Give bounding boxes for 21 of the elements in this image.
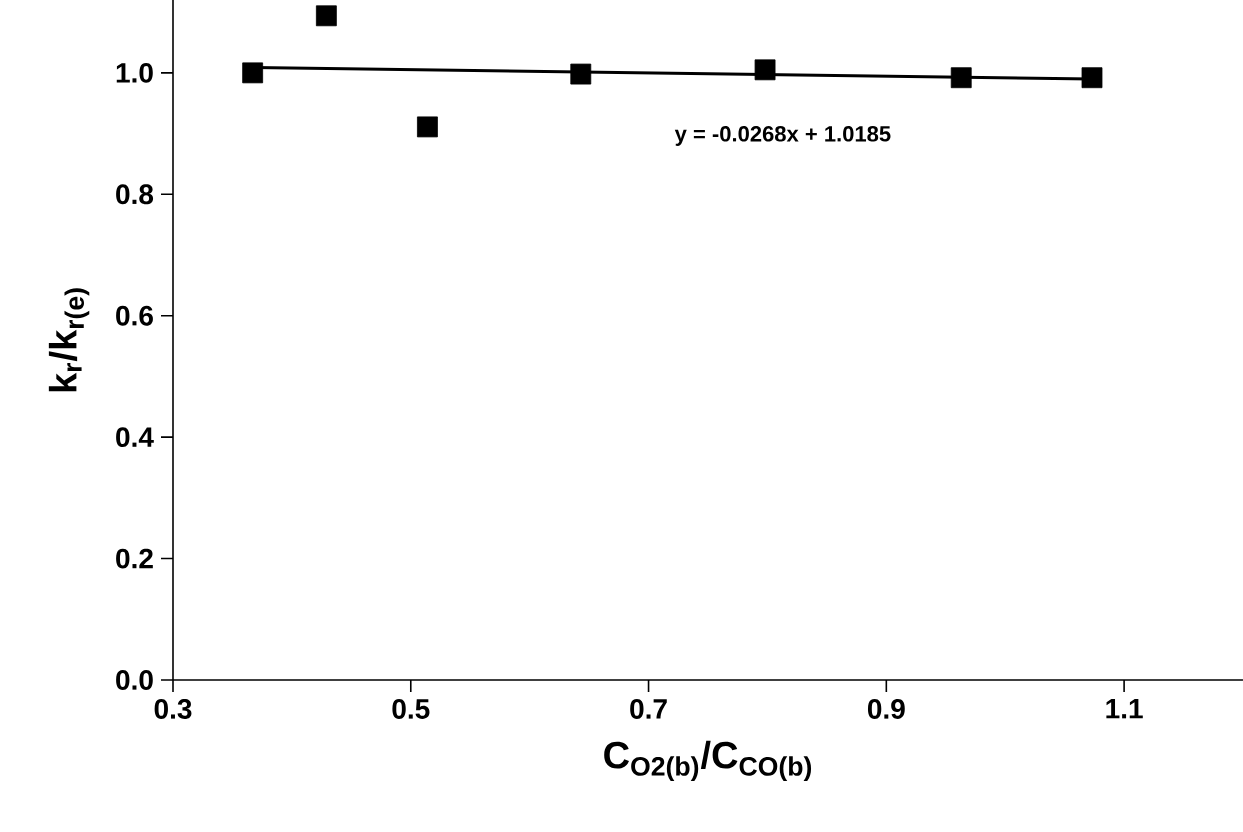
point — [315, 5, 337, 27]
y-tick-label: 0.6 — [116, 305, 153, 326]
y-tick-label: 1.0 — [116, 62, 153, 83]
point — [950, 67, 972, 89]
point — [1081, 67, 1103, 89]
x-tick-label: 0.5 — [392, 699, 430, 719]
point — [754, 59, 776, 81]
point — [417, 116, 438, 138]
y-tick-label: 0.8 — [116, 184, 154, 205]
x-tick-label: 0.9 — [867, 699, 905, 719]
x-axis-title: C$_{O2(b)}$/C$_{CO(b)}$ — [604, 740, 812, 782]
y-tick-label: 0.2 — [116, 548, 153, 569]
y-axis-title: k$_{r}$/k$_{r(e)}$ — [48, 288, 90, 392]
y-tick-label: 0.0 — [116, 670, 153, 690]
point — [242, 62, 264, 84]
annotation: y = -0.0268x + 1.0185 — [674, 126, 891, 146]
y-tick-label: 0.4 — [116, 427, 154, 448]
x-tick-label: 0.3 — [154, 699, 192, 719]
point — [570, 63, 592, 85]
x-tick-label: 0.7 — [630, 699, 667, 719]
x-tick-label: 1.1 — [1106, 699, 1143, 719]
